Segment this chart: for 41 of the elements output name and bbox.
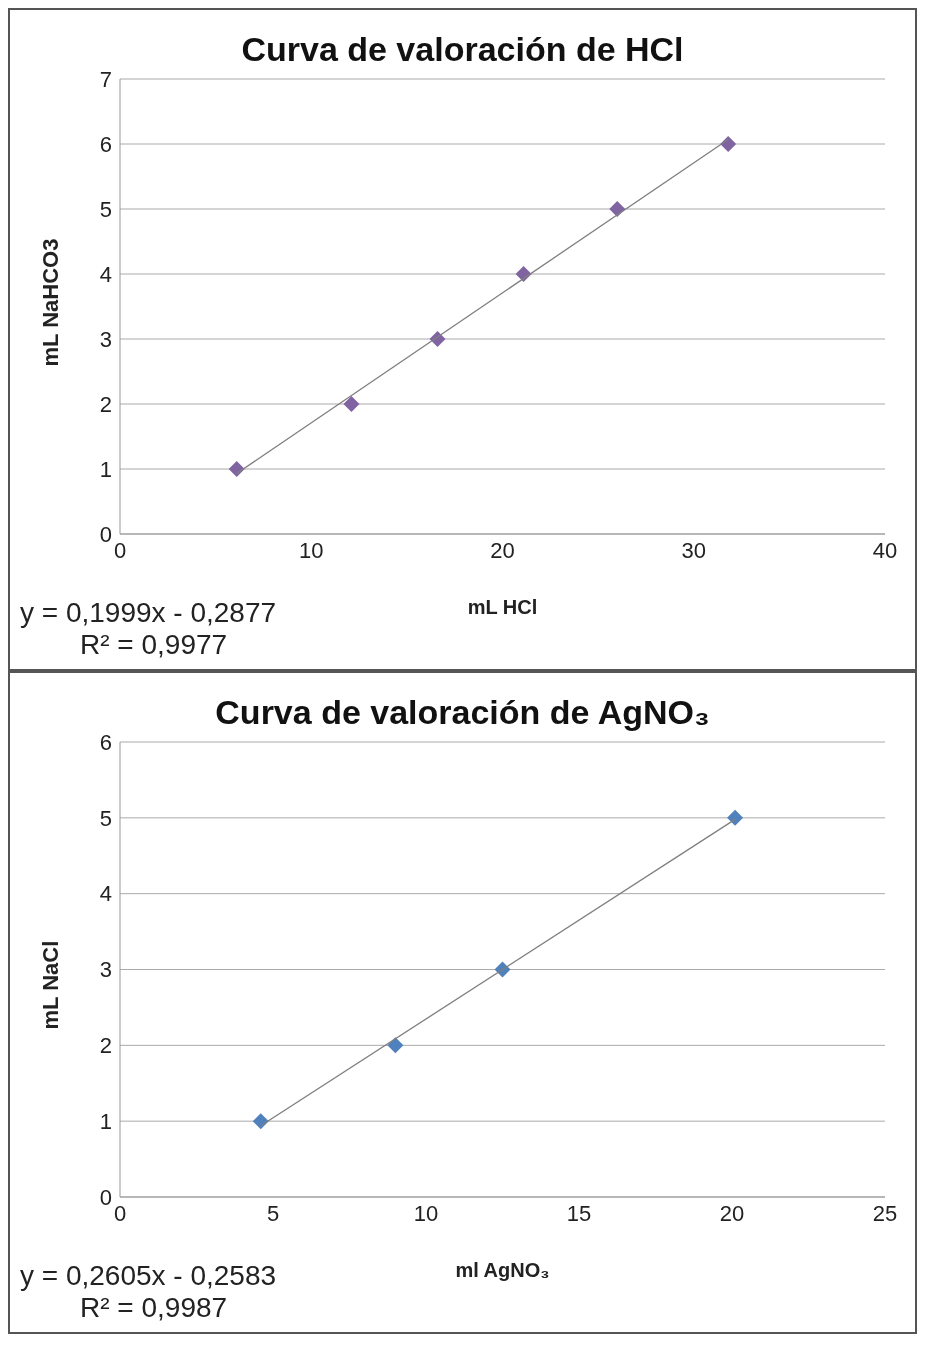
y-tick-label: 1 — [99, 1108, 112, 1134]
x-tick-label: 10 — [299, 537, 324, 563]
x-tick-label: 30 — [681, 537, 706, 563]
y-tick-label: 6 — [99, 131, 112, 157]
y-tick-label: 5 — [99, 805, 112, 831]
text: y = 0,1999x - 0,2877 — [20, 597, 277, 629]
text: R² = 0,9977 — [80, 629, 229, 661]
x-axis-title: mL HCl — [467, 596, 538, 618]
x-tick-label: 20 — [719, 1200, 745, 1226]
y-tick-label: 2 — [99, 1033, 112, 1059]
y-tick-label: 3 — [99, 326, 112, 352]
point — [727, 809, 744, 826]
point — [252, 1113, 269, 1130]
y-axis-title: mL NaHCO3 — [37, 238, 63, 367]
x-tick-label: 40 — [872, 537, 898, 563]
y-tick-label: 7 — [99, 66, 112, 92]
point — [387, 1037, 404, 1054]
y-tick-label: 4 — [99, 261, 112, 287]
x-tick-label: 25 — [872, 1200, 898, 1226]
point — [720, 136, 737, 152]
y-tick-label: 0 — [99, 1184, 112, 1210]
point — [228, 461, 245, 477]
y-tick-label: 6 — [99, 729, 112, 755]
y-tick-label: 4 — [99, 881, 112, 907]
text: R² = 0,9987 — [80, 1292, 229, 1324]
point — [609, 201, 626, 217]
x-tick-label: 20 — [490, 537, 515, 563]
y-tick-label: 0 — [99, 521, 112, 547]
y-tick-label: 3 — [99, 957, 112, 983]
y-tick-label: 2 — [99, 391, 112, 417]
point — [343, 396, 360, 412]
x-tick-label: 5 — [266, 1200, 280, 1226]
y-tick-label: 5 — [99, 196, 112, 222]
x-tick-label: 15 — [566, 1200, 592, 1226]
x-tick-label: 10 — [413, 1200, 439, 1226]
text: y = 0,2605x - 0,2583 — [20, 1260, 277, 1292]
chart-title: Curva de valoración de AgNO₃ — [215, 693, 710, 731]
y-axis-title: mL NaCl — [37, 940, 63, 1030]
y-tick-label: 1 — [99, 456, 112, 482]
chart-title: Curva de valoración de HCl — [241, 30, 684, 68]
x-axis-title: ml AgNO₃ — [455, 1259, 550, 1281]
